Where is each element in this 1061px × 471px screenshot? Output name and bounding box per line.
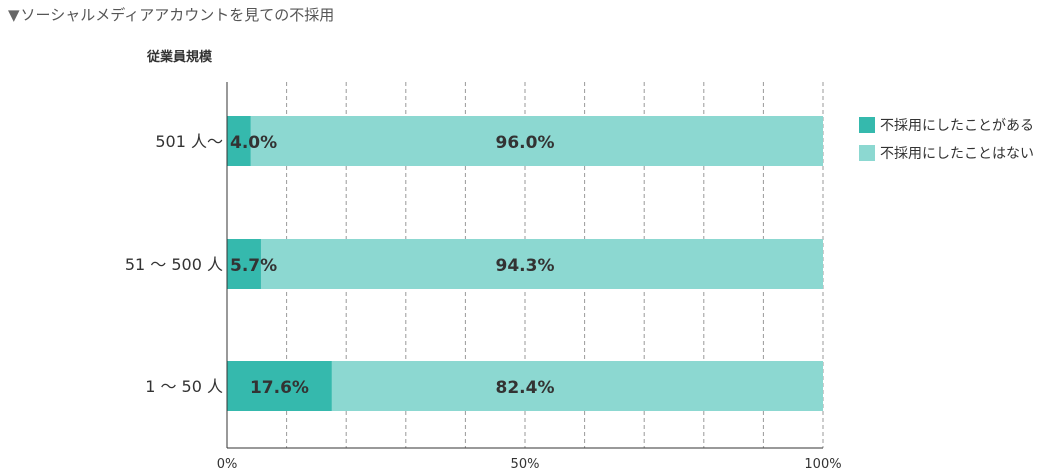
- chart-title: ▼ソーシャルメディアアカウントを見ての不採用: [8, 4, 334, 25]
- data-label-1-0: 96.0%: [496, 133, 555, 153]
- category-label-0: 501 人〜: [155, 132, 223, 151]
- x-tick-label-1: 50%: [511, 457, 540, 471]
- bar-0-1: [227, 239, 261, 289]
- legend-swatch-1: [859, 145, 875, 161]
- data-label-0-2: 17.6%: [250, 378, 309, 398]
- legend-swatch-0: [859, 117, 875, 133]
- legend-label-1: 不採用にしたことはない: [880, 146, 1034, 162]
- legend: 不採用にしたことがある 不採用にしたことはない: [859, 115, 1034, 171]
- category-label-1: 51 〜 500 人: [125, 255, 223, 274]
- bar-1-2: [331, 361, 823, 411]
- data-label-1-2: 82.4%: [496, 378, 555, 398]
- bar-0-2: [227, 361, 332, 411]
- bar-1-1: [260, 239, 823, 289]
- title-marker: ▼: [8, 6, 20, 24]
- y-axis-title: 従業員規模: [147, 50, 213, 65]
- category-label-2: 1 〜 50 人: [145, 377, 223, 396]
- bar-1-0: [250, 116, 824, 166]
- legend-item-adopted-rejected: 不採用にしたことがある: [859, 115, 1034, 135]
- x-tick-label-0: 0%: [217, 457, 238, 471]
- bar-0-0: [227, 116, 251, 166]
- data-label-0-1: 5.7%: [230, 256, 277, 276]
- data-label-0-0: 4.0%: [230, 133, 277, 153]
- legend-label-0: 不採用にしたことがある: [880, 118, 1034, 134]
- data-label-1-1: 94.3%: [496, 256, 555, 276]
- chart-title-text: ソーシャルメディアアカウントを見ての不採用: [20, 6, 335, 24]
- legend-item-never-rejected: 不採用にしたことはない: [859, 143, 1034, 163]
- x-tick-label-2: 100%: [804, 457, 841, 471]
